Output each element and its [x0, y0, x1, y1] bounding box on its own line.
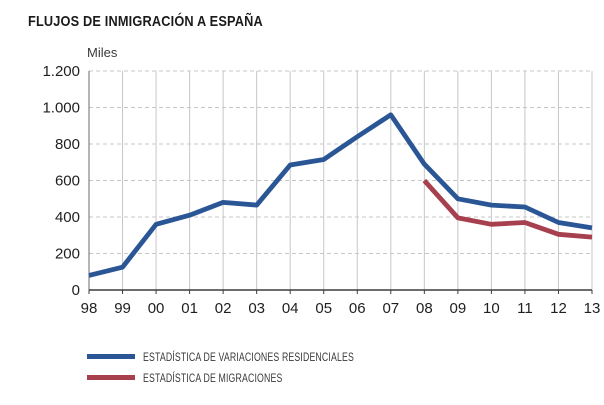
- x-tick-label: 08: [416, 300, 433, 317]
- series-line-variaciones-residenciales: [88, 112, 593, 278]
- x-tick-label: 12: [550, 300, 567, 317]
- legend-swatch-migraciones: [87, 375, 135, 380]
- x-tick-label: 10: [483, 300, 500, 317]
- x-tick-label: 11: [517, 300, 533, 317]
- chart-legend: ESTADÍSTICA DE VARIACIONES RESIDENCIALES…: [87, 346, 432, 388]
- x-tick-label: 00: [148, 300, 165, 317]
- legend-item-migraciones: ESTADÍSTICA DE MIGRACIONES: [87, 367, 432, 388]
- y-tick-label: 400: [55, 209, 80, 226]
- x-tick-label: 04: [282, 300, 299, 317]
- legend-swatch-variaciones-residenciales: [87, 354, 135, 359]
- x-tick-label: 99: [114, 300, 131, 317]
- legend-item-variaciones-residenciales: ESTADÍSTICA DE VARIACIONES RESIDENCIALES: [87, 346, 432, 367]
- y-axis-unit-label: Miles: [87, 45, 118, 60]
- legend-label-variaciones-residenciales: ESTADÍSTICA DE VARIACIONES RESIDENCIALES: [143, 349, 354, 364]
- x-tick-label: 98: [81, 300, 98, 317]
- x-tick-label: 05: [315, 300, 332, 317]
- x-tick-label: 13: [584, 300, 601, 317]
- x-tick-label: 09: [450, 300, 467, 317]
- y-tick-label: 800: [55, 136, 80, 153]
- y-tick-label: 1.200: [42, 63, 80, 80]
- series-line-migraciones: [422, 178, 593, 240]
- x-tick-label: 07: [382, 300, 399, 317]
- chart-title: FLUJOS DE INMIGRACIÓN A ESPAÑA: [28, 13, 263, 30]
- x-tick-label: 06: [349, 300, 366, 317]
- legend-label-migraciones: ESTADÍSTICA DE MIGRACIONES: [143, 370, 283, 385]
- y-tick-label: 1.000: [42, 100, 80, 117]
- y-tick-label: 0: [72, 282, 80, 299]
- y-tick-label: 600: [55, 173, 80, 190]
- x-tick-label: 02: [215, 300, 232, 317]
- x-tick-label: 03: [248, 300, 265, 317]
- y-tick-label: 200: [55, 246, 80, 263]
- x-tick-label: 01: [181, 300, 198, 317]
